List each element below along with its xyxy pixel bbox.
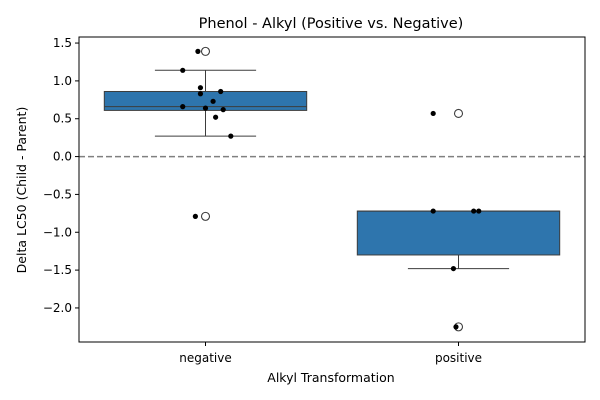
data-point [180,104,186,110]
y-tick-label: 1.5 [53,36,72,50]
outlier-marker [200,211,211,221]
box-positive [356,108,561,332]
tick-layer: 1.5 1.0 0.5 0.0 −0.5 −1.0 −1.5 −2.0 negative posi… [43,36,482,365]
x-axis-label: Alkyl Transformation [267,370,394,385]
data-point [202,105,209,111]
axes-layer [78,36,586,343]
data-point [220,107,226,113]
plot-layer [79,46,585,332]
plot-area-frame [78,36,586,343]
data-point [453,324,459,330]
data-point [430,110,436,117]
y-tick-label: 0.5 [53,112,72,126]
chart-title: Phenol - Alkyl (Positive vs. Negative) [199,16,464,32]
data-point [430,208,436,214]
data-point [218,88,224,95]
y-tick-label: −2.0 [43,301,72,315]
data-point [476,208,482,214]
x-tick-label-positive: positive [435,351,482,365]
data-point [197,91,204,97]
data-point [197,85,204,91]
y-tick-label: 0.0 [53,150,72,164]
data-point [210,98,216,104]
data-point [192,213,198,219]
data-point [228,133,234,139]
data-point [195,48,201,54]
x-tick-label-negative: negative [179,351,231,365]
outlier-marker [200,46,211,56]
data-point [180,67,186,73]
box-body [356,210,561,256]
y-tick-label: −1.5 [43,263,72,277]
y-tick-label: −0.5 [43,187,72,201]
outlier-marker [453,108,464,118]
y-axis-label: Delta LC50 (Child - Parent) [14,107,29,274]
y-tick-label: 1.0 [53,74,72,88]
data-point [213,114,219,120]
data-point [450,265,457,272]
data-point [471,208,477,214]
box-negative [103,46,308,221]
y-tick-label: −1.0 [43,225,72,239]
